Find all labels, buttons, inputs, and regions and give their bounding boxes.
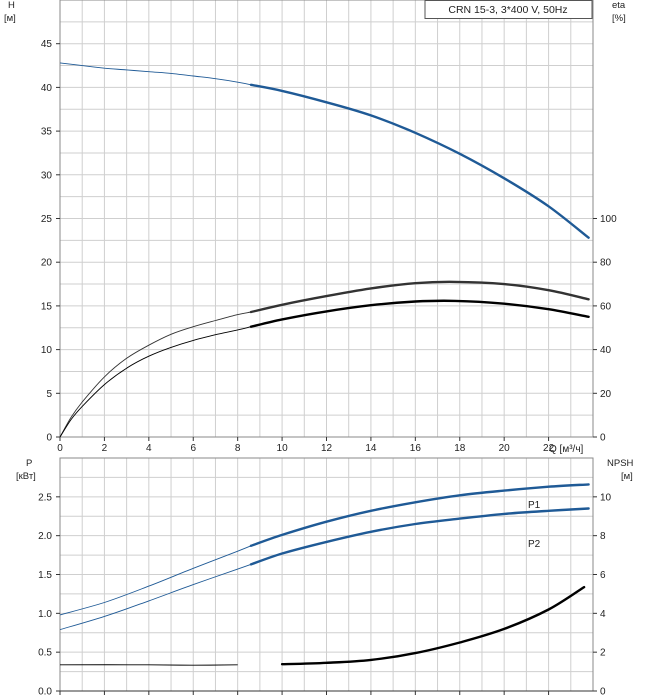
legend-p2: P2 xyxy=(528,539,541,550)
y-right-tick-label: 60 xyxy=(600,301,612,312)
x-tick-label: 16 xyxy=(410,443,422,454)
x-tick-label: 6 xyxy=(190,443,196,454)
y-left-tick-label: 5 xyxy=(46,389,52,400)
series-1-extrapolated-line xyxy=(59,311,252,438)
flow-axis-label: Q [м³/ч] xyxy=(549,444,584,455)
bottom-panel-ticks: 0.0 0.5 1.0 1.5 2.0 2.5 0 2 4 6 8 10 xyxy=(38,492,611,697)
y-left-tick-label: 30 xyxy=(41,170,53,181)
bottom-panel-series xyxy=(59,483,590,666)
title-box-border xyxy=(424,0,593,19)
y-left-tick-label: 0 xyxy=(46,433,52,444)
legend-p1: P1 xyxy=(528,500,541,511)
series-0-operating-line xyxy=(249,83,590,239)
x-tick-label: 10 xyxy=(277,443,289,454)
chart-title-box: CRN 15-3, 3*400 V, 50Hz xyxy=(424,0,593,19)
y-right-tick-label: 6 xyxy=(600,570,606,581)
bottom-panel-grid xyxy=(60,458,593,691)
top-panel-grid xyxy=(60,0,593,437)
series-0-extrapolated-line xyxy=(59,545,252,616)
x-tick-label: 8 xyxy=(235,443,241,454)
x-tick-label: 20 xyxy=(499,443,511,454)
npsh-axis-unit: [м] xyxy=(621,471,633,482)
y-right-tick-label: 8 xyxy=(600,531,606,542)
y-left-tick-label: 1.0 xyxy=(38,609,52,620)
series-2-operating-line xyxy=(249,299,590,328)
y-left-tick-label: 35 xyxy=(41,127,53,138)
y-right-tick-label: 20 xyxy=(600,389,612,400)
efficiency-axis-unit: [%] xyxy=(612,13,626,24)
x-tick-label: 12 xyxy=(321,443,333,454)
head-axis-symbol: H xyxy=(8,0,15,11)
y-left-tick-label: 0.5 xyxy=(38,648,52,659)
y-left-tick-label: 25 xyxy=(41,214,53,225)
y-left-tick-label: 10 xyxy=(41,345,53,356)
series-1-operating-line xyxy=(249,280,590,314)
y-right-tick-label: 0 xyxy=(600,687,606,698)
x-tick-label: 4 xyxy=(146,443,152,454)
y-right-tick-label: 80 xyxy=(600,258,612,269)
y-right-tick-label: 2 xyxy=(600,648,606,659)
x-tick-label: 14 xyxy=(365,443,377,454)
y-left-tick-label: 40 xyxy=(41,83,53,94)
efficiency-axis-symbol: eta xyxy=(612,0,626,11)
x-tick-label: 2 xyxy=(102,443,108,454)
bottom-panel: 0.0 0.5 1.0 1.5 2.0 2.5 0 2 4 6 8 10 P [кВт] NPSH [… xyxy=(16,457,634,698)
npsh-axis-symbol: NPSH xyxy=(607,458,634,469)
series-0-operating-line xyxy=(249,483,590,547)
y-left-tick-label: 20 xyxy=(41,258,53,269)
series-2-extrapolated-line xyxy=(59,326,252,438)
top-panel-ticks: 0 2 4 6 8 10 12 14 16 18 20 22 0 5 10 15 20 25 30 35 40 45 0 20… xyxy=(41,39,617,454)
y-left-tick-label: 45 xyxy=(41,39,53,50)
series-0-extrapolated-line xyxy=(59,62,252,86)
y-left-tick-label: 15 xyxy=(41,301,53,312)
power-axis-unit: [кВт] xyxy=(16,471,36,482)
y-right-tick-label: 100 xyxy=(600,214,617,225)
top-panel-series xyxy=(59,62,590,438)
top-panel: 0 2 4 6 8 10 12 14 16 18 20 22 0 5 10 15 20 25 30 35 40 45 0 20… xyxy=(4,0,626,455)
chart-title: CRN 15-3, 3*400 V, 50Hz xyxy=(448,4,567,16)
y-right-tick-label: 10 xyxy=(600,492,612,503)
x-tick-label: 18 xyxy=(454,443,466,454)
y-right-tick-label: 4 xyxy=(600,609,606,620)
y-right-tick-label: 40 xyxy=(600,345,612,356)
series-1-operating-line xyxy=(249,507,590,566)
y-right-tick-label: 0 xyxy=(600,433,606,444)
series-2-operating-line xyxy=(280,585,586,666)
head-axis-unit: [м] xyxy=(4,13,16,24)
series-1-extrapolated-line xyxy=(59,563,252,631)
y-left-tick-label: 1.5 xyxy=(38,570,52,581)
y-left-tick-label: 2.5 xyxy=(38,492,52,503)
y-left-tick-label: 2.0 xyxy=(38,531,52,542)
x-tick-label: 22 xyxy=(543,443,555,454)
y-left-tick-label: 0.0 xyxy=(38,687,52,698)
x-tick-label: 0 xyxy=(57,443,63,454)
power-axis-symbol: P xyxy=(26,458,32,469)
